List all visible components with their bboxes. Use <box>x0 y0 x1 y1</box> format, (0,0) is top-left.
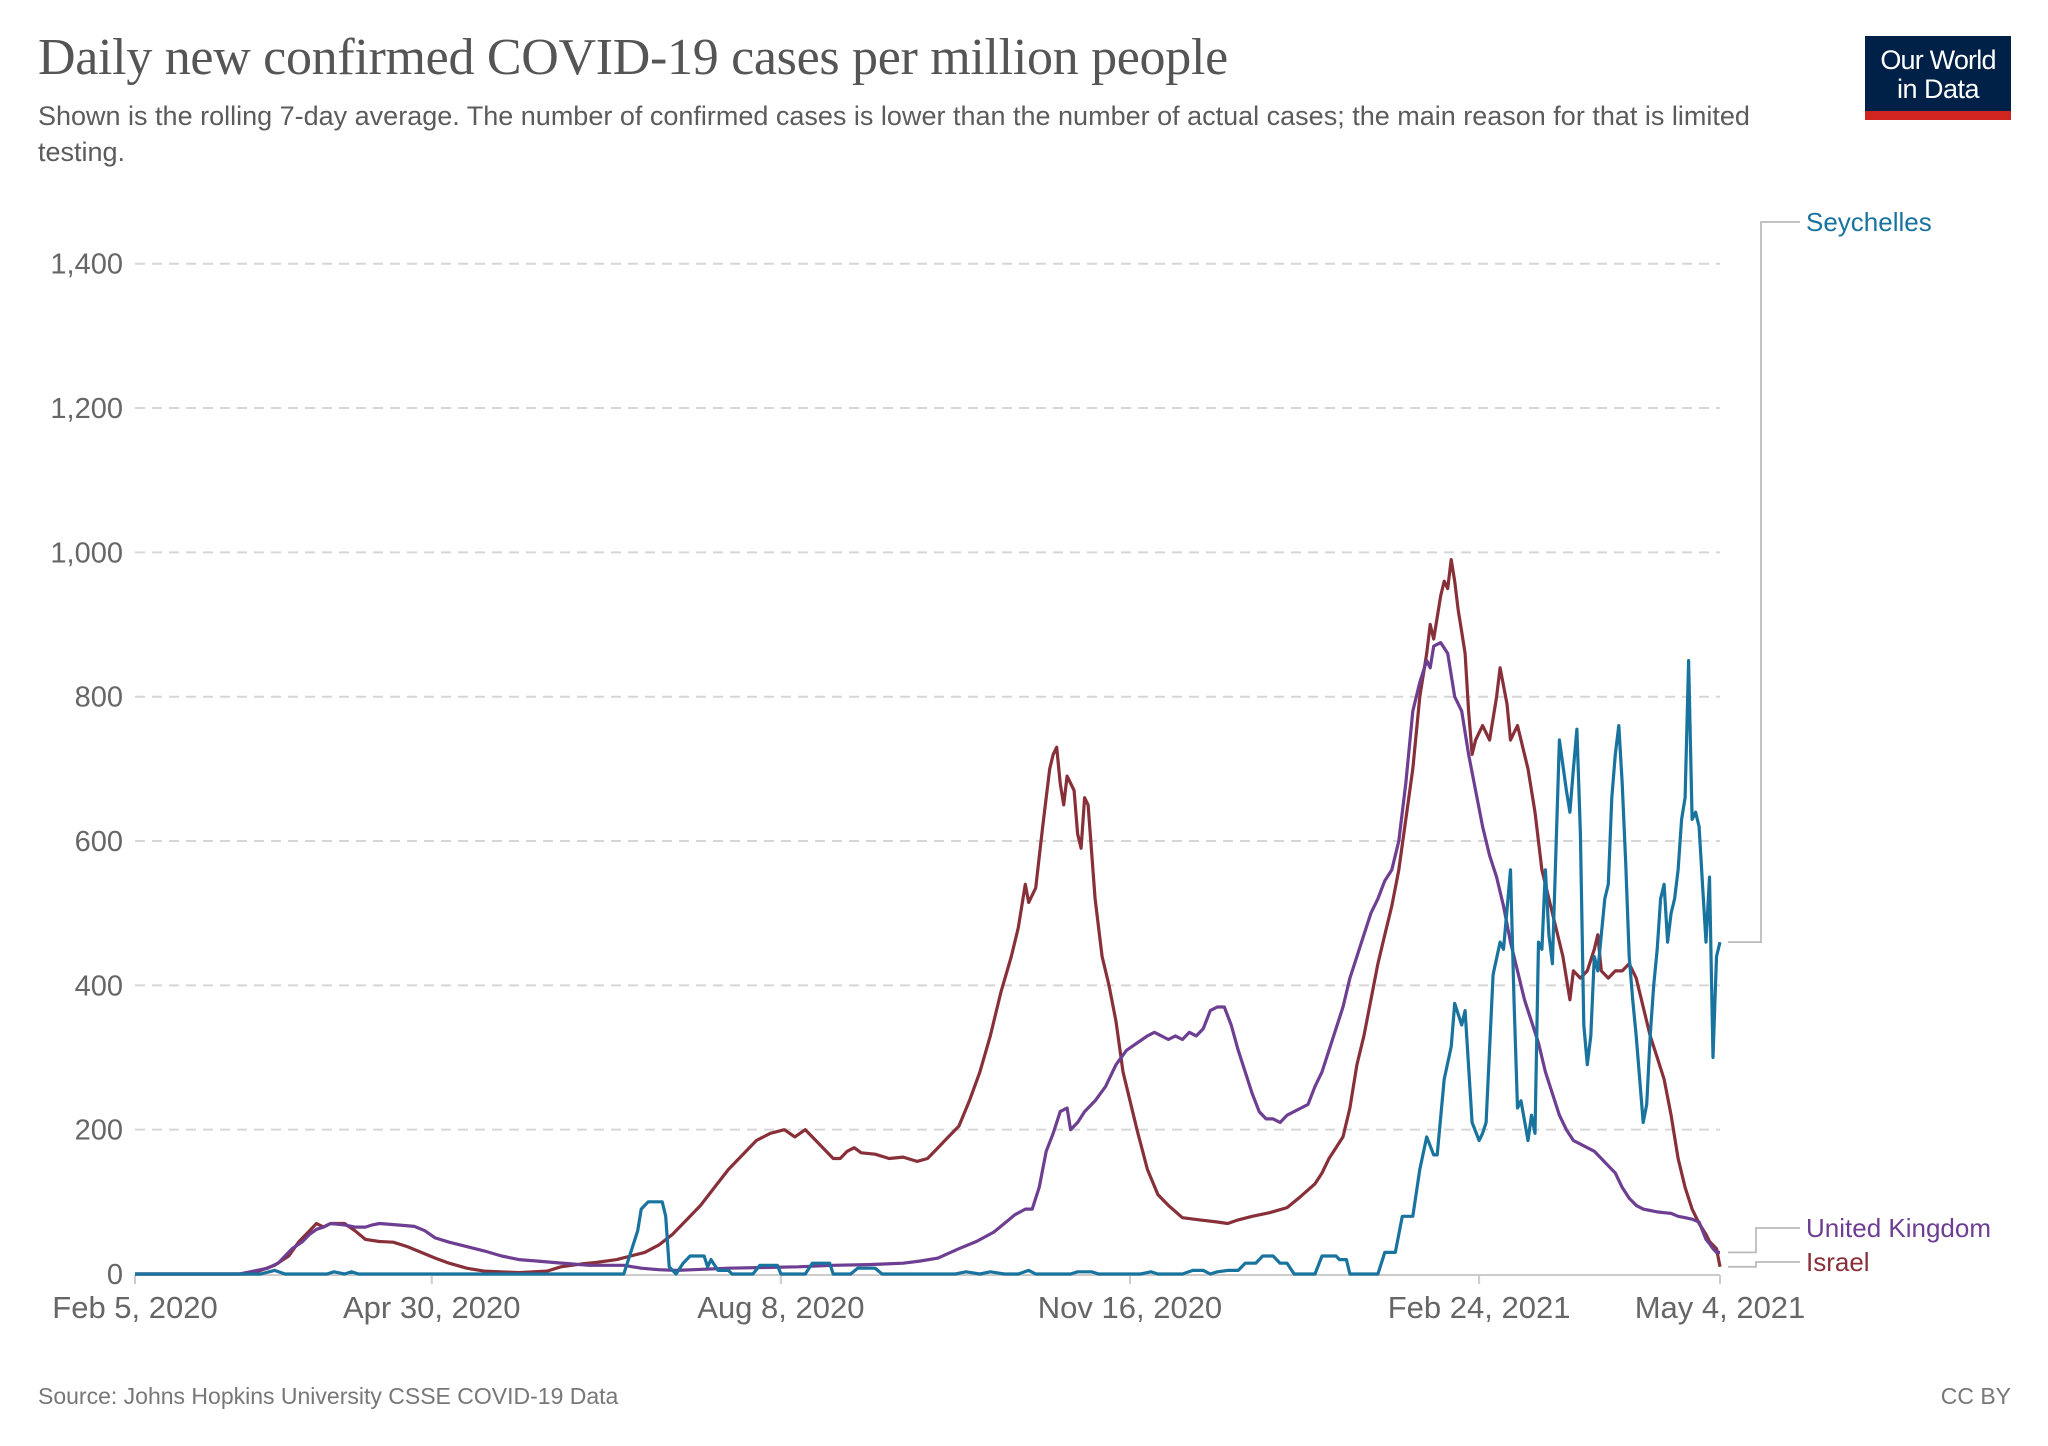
x-tick-label: Nov 16, 2020 <box>1038 1290 1222 1325</box>
series-line-united-kingdom[interactable] <box>135 641 1720 1276</box>
chart-title: Daily new confirmed COVID-19 cases per m… <box>38 29 1228 86</box>
legend-connector <box>1728 1227 1800 1254</box>
x-tick-label: Feb 5, 2020 <box>52 1290 217 1325</box>
gridlines <box>135 262 1720 1131</box>
x-axis: Feb 5, 2020 Apr 30, 2020 Aug 8, 2020 Nov 16… <box>52 1274 1806 1325</box>
x-tick-label: Aug 8, 2020 <box>697 1290 864 1325</box>
y-tick-label: 1,400 <box>50 249 123 281</box>
series-line-israel[interactable] <box>135 558 1722 1276</box>
logo-line-1: Our World <box>1880 45 1996 75</box>
license-link[interactable]: CC BY <box>1940 1383 2011 1409</box>
x-tick-label: May 4, 2021 <box>1635 1290 1806 1325</box>
y-tick-label: 800 <box>75 682 123 714</box>
logo-line-2: in Data <box>1896 74 1980 104</box>
x-tick-label: Apr 30, 2020 <box>343 1290 521 1325</box>
logo-accent-bar <box>1865 111 2011 120</box>
y-tick-label: 400 <box>75 970 123 1002</box>
y-tick-label: 0 <box>107 1259 123 1291</box>
series-line-seychelles[interactable] <box>135 659 1722 1276</box>
legend-label-israel[interactable]: Israel <box>1806 1247 1870 1277</box>
y-tick-label: 1,200 <box>50 393 123 425</box>
legend-connector <box>1728 221 1800 943</box>
legend-label-seychelles[interactable]: Seychelles <box>1806 207 1932 237</box>
chart-subtitle: Shown is the rolling 7-day average. The … <box>38 101 1750 167</box>
owid-logo[interactable]: Our World in Data <box>1865 36 2011 120</box>
y-tick-label: 200 <box>75 1115 123 1147</box>
y-tick-label: 1,000 <box>50 537 123 569</box>
series-lines <box>135 558 1722 1276</box>
legend-connector <box>1728 1261 1800 1268</box>
legend: Seychelles United Kingdom Israel <box>1728 207 1991 1277</box>
y-axis: 0 200 400 600 800 1,000 1,200 1,400 <box>50 249 123 1291</box>
source-note: Source: Johns Hopkins University CSSE CO… <box>38 1383 619 1409</box>
legend-label-united-kingdom[interactable]: United Kingdom <box>1806 1213 1991 1243</box>
x-tick-label: Feb 24, 2021 <box>1388 1290 1571 1325</box>
y-tick-label: 600 <box>75 826 123 858</box>
